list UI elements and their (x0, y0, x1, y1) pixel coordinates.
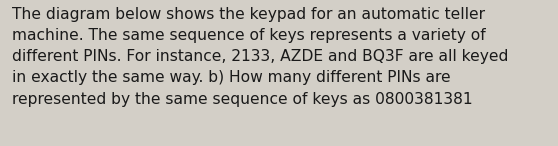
Text: The diagram below shows the keypad for an automatic teller
machine. The same seq: The diagram below shows the keypad for a… (12, 7, 509, 107)
